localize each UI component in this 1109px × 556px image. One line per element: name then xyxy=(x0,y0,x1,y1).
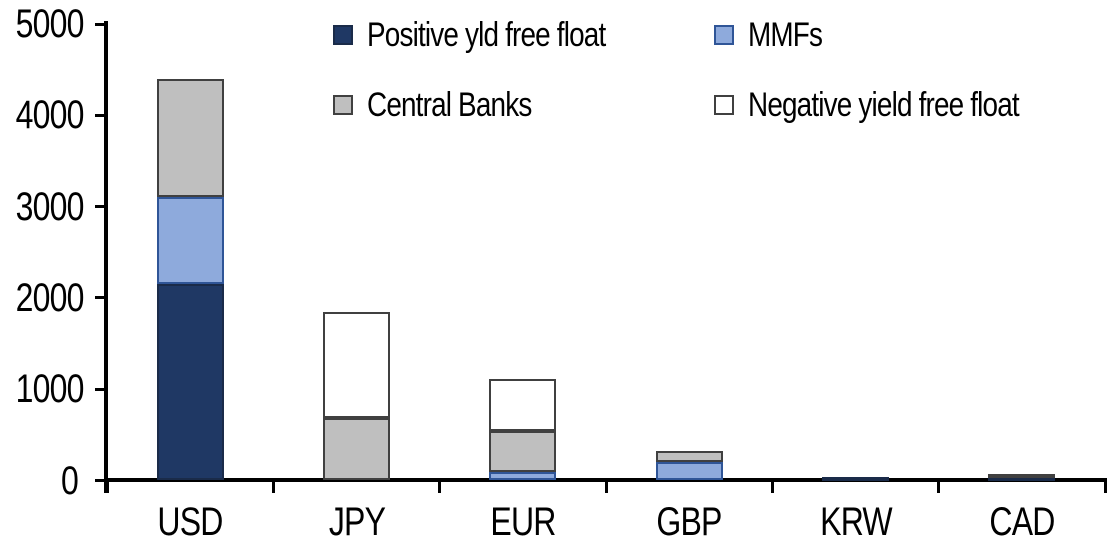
legend-swatch-central-banks xyxy=(333,95,353,115)
y-tick-mark xyxy=(95,113,105,117)
x-tick-mark xyxy=(271,482,275,493)
y-axis-line xyxy=(104,21,108,493)
x-tick-mark xyxy=(1103,482,1107,493)
legend-item-mmfs: MMFs xyxy=(714,15,838,55)
y-tick-mark xyxy=(95,22,105,26)
y-tick-label: 3000 xyxy=(15,184,85,229)
category-label: GBP xyxy=(656,500,723,544)
legend-label-negative-yield-free-float: Negative yield free float xyxy=(748,86,1020,124)
legend-item-negative-yield-free-float: Negative yield free float xyxy=(714,85,1078,125)
legend-label-central-banks: Central Banks xyxy=(367,86,532,124)
category-label: EUR xyxy=(490,500,556,544)
legend-label-mmfs: MMFs xyxy=(748,16,823,54)
category-label: JPY xyxy=(328,500,385,544)
bar-segment-cad-positive-yld-free-float xyxy=(988,477,1056,482)
category-label: KRW xyxy=(819,500,892,544)
y-tick-label: 1000 xyxy=(15,367,85,412)
bar-segment-eur-mmfs xyxy=(489,472,557,481)
legend-swatch-positive-yld-free-float xyxy=(333,25,353,45)
bar-segment-usd-positive-yld-free-float xyxy=(156,284,224,481)
bar-segment-jpy-central-banks xyxy=(323,417,390,481)
x-tick-mark xyxy=(105,482,109,493)
y-tick-label: 2000 xyxy=(15,275,85,320)
legend-swatch-mmfs xyxy=(714,25,734,45)
legend-swatch-negative-yield-free-float xyxy=(714,95,734,115)
bar-segment-eur-negative-yield-free-float xyxy=(489,379,557,432)
bar-segment-gbp-mmfs xyxy=(655,462,723,481)
bar-segment-usd-mmfs xyxy=(156,197,224,285)
x-tick-mark xyxy=(604,482,608,493)
y-tick-label: 5000 xyxy=(15,2,85,46)
x-tick-mark xyxy=(438,482,442,493)
y-tick-mark xyxy=(95,205,105,209)
legend-item-central-banks: Central Banks xyxy=(333,85,568,125)
bar-segment-cad-central-banks xyxy=(988,474,1056,479)
bar-segment-usd-central-banks xyxy=(156,78,224,198)
category-label: CAD xyxy=(989,500,1055,544)
y-tick-label: 0 xyxy=(61,458,79,503)
legend-label-positive-yld-free-float: Positive yld free float xyxy=(367,16,606,54)
bar-segment-gbp-central-banks xyxy=(655,451,723,463)
x-tick-mark xyxy=(770,482,774,493)
bar-segment-krw-positive-yld-free-float xyxy=(822,476,889,481)
category-label: USD xyxy=(157,500,224,544)
bar-segment-jpy-negative-yield-free-float xyxy=(323,311,390,418)
y-tick-mark xyxy=(95,387,105,391)
y-tick-label: 4000 xyxy=(15,93,85,138)
chart-legend: Positive yld free float MMFs Central Ban… xyxy=(0,0,1109,140)
x-axis-line xyxy=(104,478,1107,482)
bar-segment-eur-central-banks xyxy=(489,431,557,473)
y-tick-mark xyxy=(95,479,105,482)
y-tick-mark xyxy=(95,296,105,300)
legend-item-positive-yld-free-float: Positive yld free float xyxy=(333,15,658,55)
x-tick-mark xyxy=(937,482,941,493)
